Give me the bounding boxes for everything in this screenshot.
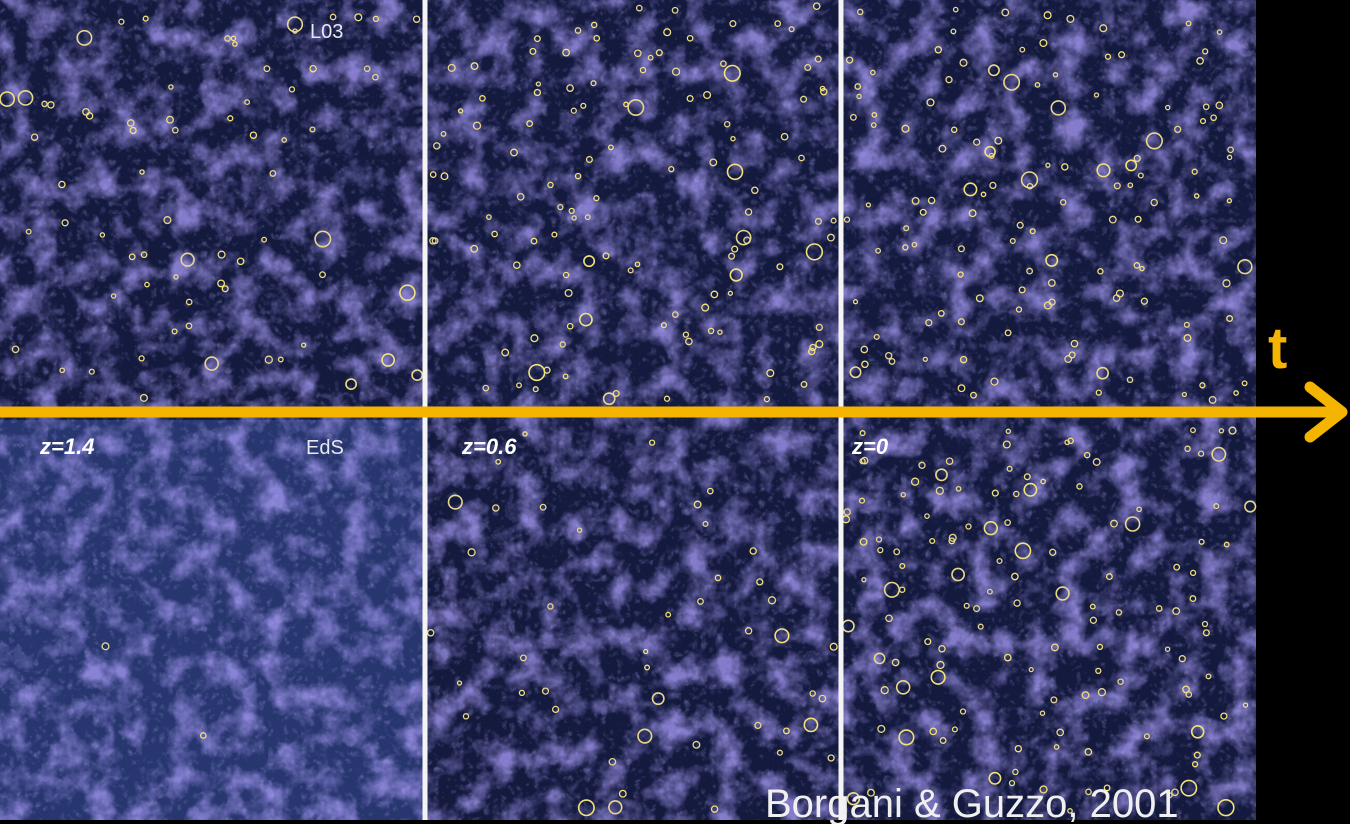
redshift-label: z=0.6 [461,434,517,459]
credit: Borgani & Guzzo, 2001 [765,782,1179,824]
model-label: L03 [310,21,343,43]
redshift-label: z=0 [851,434,889,459]
redshift-label: z=1.4 [39,434,94,459]
model-label: EdS [306,437,344,459]
page: {"figure": {"top_row": {"model": "L03"},… [0,0,1350,824]
slide: L03 EdS z=1.4 z=0.6 z=0 t Borgani & Guzz… [0,0,1350,824]
axis-label: t [1268,316,1287,381]
